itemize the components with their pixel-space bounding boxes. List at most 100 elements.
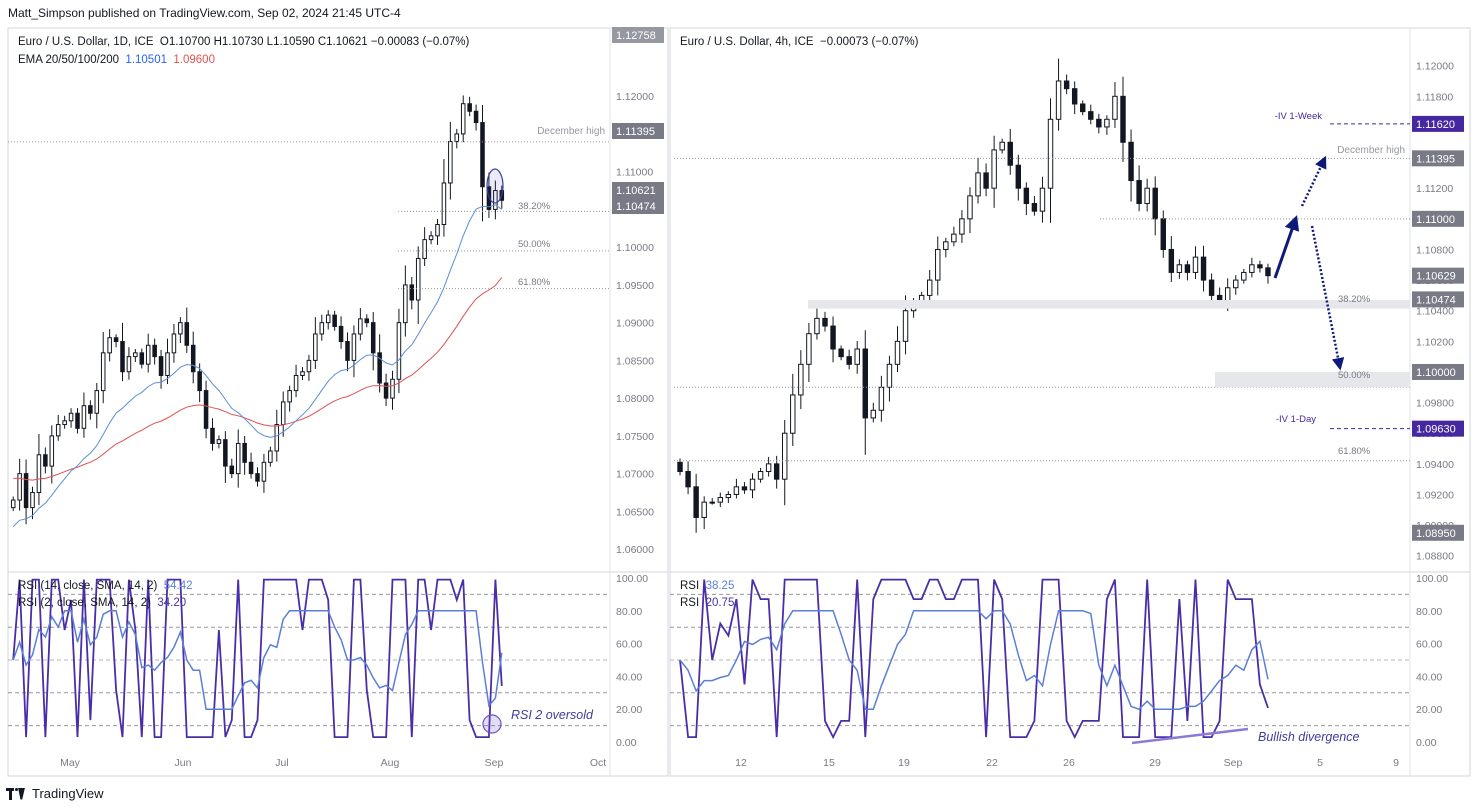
left-candle-body (49, 435, 55, 467)
right-legend: Euro / U.S. Dollar, 4h, ICE −0.00073 (−0… (680, 36, 918, 48)
left-rsi14-legend: RSI (14, close, SMA, 14, 2) 54.42 (18, 580, 193, 592)
right-rsi-tick: 40.00 (1416, 671, 1442, 683)
left-ytick: 1.09500 (616, 280, 654, 292)
right-divergence-line (1131, 727, 1249, 745)
right-candle-body (1128, 141, 1134, 182)
rsi14-value-r: 38.25 (705, 580, 735, 592)
right-xtick: 19 (898, 757, 910, 769)
right-candle-body (1088, 111, 1094, 120)
right-xtick: Sep (1224, 757, 1243, 769)
right-candle-body (1136, 180, 1142, 205)
rsi14-value: 54.42 (163, 580, 193, 592)
left-ytick: 1.10000 (616, 242, 654, 254)
right-fib50-label: 50.00% (1338, 370, 1371, 381)
arrow-up-dotted (1300, 155, 1327, 207)
right-tag-ivweek: 1.11620 (1416, 119, 1455, 131)
right-tag-111: 1.11000 (1416, 214, 1455, 226)
right-xtick: 29 (1149, 757, 1161, 769)
left-ytick: 1.08000 (616, 393, 654, 405)
right-rsi-tick: 20.00 (1416, 704, 1442, 716)
right-xtick: 9 (1393, 757, 1399, 769)
left-candle-body (223, 439, 228, 467)
right-rsi-tick: 60.00 (1416, 639, 1442, 651)
left-candle-body (158, 356, 164, 376)
left-frame (7, 27, 669, 777)
left-ytick: 1.08500 (616, 355, 654, 367)
ema-value-2: 1.09600 (173, 54, 215, 66)
right-frame (669, 27, 1471, 777)
right-candle-body (1071, 88, 1078, 105)
left-candle-body (287, 390, 292, 403)
left-rsi-tick: 0.00 (616, 737, 637, 749)
right-rsi2-legend: RSI 20.75 (680, 597, 734, 609)
left-legend: Euro / U.S. Dollar, 1D, ICE O1.10700 H1.… (18, 36, 469, 48)
right-xtick: 15 (823, 757, 835, 769)
right-candle-body (1055, 80, 1062, 120)
right-fib382-label: 38.20% (1338, 294, 1371, 305)
publisher-header: Matt_Simpson published on TradingView.co… (8, 6, 401, 20)
right-candle-body (1096, 118, 1102, 128)
left-tag-fib: 1.10474 (616, 201, 656, 213)
left-candle-body (43, 454, 48, 467)
right-candle-body (1184, 264, 1191, 273)
left-candle-body (390, 378, 395, 399)
right-candle-body (846, 356, 852, 365)
left-candle-body (454, 133, 460, 142)
left-rsi2-line (12, 578, 503, 738)
rsi14-label-r: RSI (680, 580, 700, 592)
left-candle-body (268, 450, 273, 463)
left-rsi-tick: 40.00 (616, 671, 642, 683)
right-ytick: 1.09800 (1416, 398, 1454, 410)
footer-brand[interactable]: TradingView (6, 786, 104, 801)
left-candle-body (261, 461, 267, 482)
right-ytick: 1.12000 (1416, 61, 1454, 73)
left-candle-body (415, 257, 421, 301)
right-iv-day-label: -IV 1-Day (1276, 414, 1316, 425)
left-candle-body (68, 412, 74, 422)
left-xtick: Jul (275, 757, 288, 769)
left-ytick: 1.11000 (616, 167, 653, 179)
right-december-high-label: December high (1337, 145, 1405, 156)
right-candle-body (1176, 264, 1183, 273)
right-ytick: 1.11200 (1416, 183, 1453, 195)
right-rsi-tick: 80.00 (1416, 606, 1442, 618)
right-candle-body (814, 317, 820, 335)
left-candle-body (242, 442, 247, 463)
left-candle-body (467, 103, 472, 112)
left-ytick: 1.09000 (616, 318, 654, 330)
left-candle-body (441, 182, 447, 226)
ema-label: EMA 20/50/100/200 (18, 54, 120, 66)
rsi2-value-r: 20.75 (705, 597, 735, 609)
right-ytick: 1.08800 (1416, 551, 1454, 563)
left-candle-body (139, 352, 145, 365)
right-tag-close-bg (1412, 267, 1464, 284)
left-rsi-tick: 100.00 (616, 573, 648, 585)
right-xtick: 5 (1317, 757, 1323, 769)
left-tag-dec: 1.11395 (616, 126, 655, 138)
left-candle-body (255, 473, 260, 482)
left-candle-body (280, 401, 286, 426)
left-candle-body (126, 356, 132, 373)
left-ema-legend: EMA 20/50/100/200 1.10501 1.09600 (18, 54, 215, 66)
left-ytick: 1.07500 (616, 431, 654, 443)
left-candle-body (229, 465, 235, 475)
left-xtick: Oct (590, 757, 606, 769)
right-change: −0.00073 (−0.07%) (819, 36, 919, 48)
right-candle-body (1015, 164, 1022, 189)
left-candle-body (396, 322, 402, 380)
right-candle-body (983, 172, 989, 189)
left-ohlc: O1.10700 H1.10730 L1.10590 C1.10621 −0.0… (159, 36, 470, 48)
right-tag-dec-bg (1412, 150, 1464, 167)
left-fib50-label: 50.00% (518, 239, 551, 250)
right-candle-body (806, 333, 812, 365)
right-ytick: 1.11800 (1416, 91, 1453, 103)
brand-name: TradingView (32, 786, 104, 801)
right-candle-body (701, 501, 707, 518)
right-zone-50 (1215, 371, 1410, 388)
left-ytick: 1.06500 (616, 506, 654, 518)
left-candle-body (75, 412, 80, 429)
left-candle-body (55, 424, 61, 437)
right-tag-close: 1.10629 (1416, 271, 1456, 283)
right-xtick: 22 (986, 757, 998, 769)
